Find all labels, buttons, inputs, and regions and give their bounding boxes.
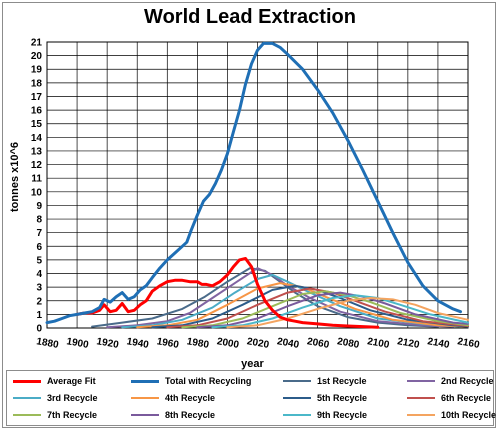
x-tick-label: 2120 <box>396 336 420 351</box>
legend-label: 4th Recycle <box>165 393 216 403</box>
y-tick-label: 14 <box>31 133 43 144</box>
y-tick-label: 20 <box>31 51 43 62</box>
x-tick-label: 1940 <box>126 336 150 351</box>
x-tick-label: 2100 <box>366 336 390 351</box>
x-tick-label: 1980 <box>186 336 210 351</box>
legend-item: 10th Recycle <box>407 408 496 422</box>
series-line <box>121 273 462 329</box>
x-tick-label: 2020 <box>246 336 270 351</box>
y-tick-label: 0 <box>36 324 42 335</box>
series-line <box>151 284 469 329</box>
legend-item: 6th Recycle <box>407 391 491 405</box>
y-tick-label: 1 <box>36 310 42 321</box>
legend-item: 3rd Recycle <box>13 391 98 405</box>
y-tick-label: 13 <box>31 146 43 157</box>
series-line <box>45 41 462 325</box>
x-axis-label: year <box>241 358 264 370</box>
series-line <box>211 294 469 329</box>
chart-title: World Lead Extraction <box>144 6 356 28</box>
legend-swatch <box>131 379 159 383</box>
legend-item: Total with Recycling <box>131 374 251 388</box>
legend-item: 8th Recycle <box>131 408 215 422</box>
legend-item: Average Fit <box>13 374 96 388</box>
x-tick-label: 2080 <box>336 336 360 351</box>
legend-item: 4th Recycle <box>131 391 215 405</box>
x-tick-label: 1880 <box>36 336 60 351</box>
legend-item: 2nd Recycle <box>407 374 494 388</box>
legend-label: 10th Recycle <box>441 410 497 420</box>
plot-area-border <box>46 41 469 329</box>
legend-swatch <box>283 397 311 399</box>
y-tick-label: 17 <box>31 92 43 103</box>
legend-swatch <box>407 397 435 399</box>
series-line <box>75 257 380 329</box>
y-tick-label: 16 <box>31 106 43 117</box>
legend-item: 7th Recycle <box>13 408 97 422</box>
x-tick-label: 1960 <box>156 336 180 351</box>
y-tick-label: 18 <box>31 78 43 89</box>
x-tick-label: 2140 <box>426 336 450 351</box>
y-tick-label: 19 <box>31 65 43 76</box>
y-tick-label: 11 <box>31 174 42 185</box>
legend-item: 1st Recycle <box>283 374 367 388</box>
legend-label: Total with Recycling <box>165 376 252 386</box>
legend-swatch <box>283 380 311 382</box>
legend-swatch <box>13 414 41 416</box>
legend-label: 3rd Recycle <box>47 393 98 403</box>
x-tick-label: 2160 <box>457 336 481 351</box>
legend-label: 9th Recycle <box>317 410 368 420</box>
series-line <box>136 282 469 329</box>
legend-swatch <box>131 397 159 399</box>
legend-swatch <box>13 379 41 383</box>
y-tick-label: 2 <box>36 296 42 307</box>
legend-swatch <box>407 414 435 416</box>
legend-item: 9th Recycle <box>283 408 367 422</box>
legend-label: 6th Recycle <box>441 393 492 403</box>
x-tick-labels: 1880 1900 1920 1940 1960 1980 2000 2020 2040 2060… <box>36 336 481 351</box>
x-tick-label: 1920 <box>96 336 120 351</box>
y-axis-label: tonnes x10^6 <box>9 142 21 212</box>
legend-label: 7th Recycle <box>47 410 98 420</box>
x-tick-label: 1900 <box>66 336 90 351</box>
y-tick-label: 7 <box>36 228 42 239</box>
y-tick-label: 6 <box>36 242 42 253</box>
legend-label: 5th Recycle <box>317 393 368 403</box>
series-layer <box>45 41 469 329</box>
y-tick-label: 3 <box>36 283 42 294</box>
y-tick-label: 12 <box>31 160 43 171</box>
y-tick-label: 15 <box>31 119 43 130</box>
legend-swatch <box>13 397 41 399</box>
legend-item: 5th Recycle <box>283 391 367 405</box>
legend-label: 1st Recycle <box>317 376 367 386</box>
x-tick-label: 2000 <box>216 336 240 351</box>
legend-swatch <box>131 414 159 416</box>
y-tick-label: 8 <box>36 215 42 226</box>
series-line <box>226 297 469 329</box>
y-tick-label: 4 <box>36 269 42 280</box>
series-line <box>106 267 454 329</box>
legend: Average Fit Total with Recycling 1st Recyc… <box>6 370 496 426</box>
x-tick-label: 2060 <box>306 336 330 351</box>
series-line <box>196 291 469 329</box>
series-line <box>181 290 469 329</box>
legend-label: 2nd Recycle <box>441 376 494 386</box>
legend-label: 8th Recycle <box>165 410 216 420</box>
y-tick-label: 10 <box>31 187 43 198</box>
legend-label: Average Fit <box>47 376 96 386</box>
y-tick-label: 5 <box>36 255 42 266</box>
legend-swatch <box>283 414 311 416</box>
y-tick-label: 9 <box>36 201 42 212</box>
y-tick-label: 21 <box>31 38 43 49</box>
x-tick-label: 2040 <box>276 336 300 351</box>
legend-swatch <box>407 380 435 382</box>
series-line <box>166 287 469 329</box>
